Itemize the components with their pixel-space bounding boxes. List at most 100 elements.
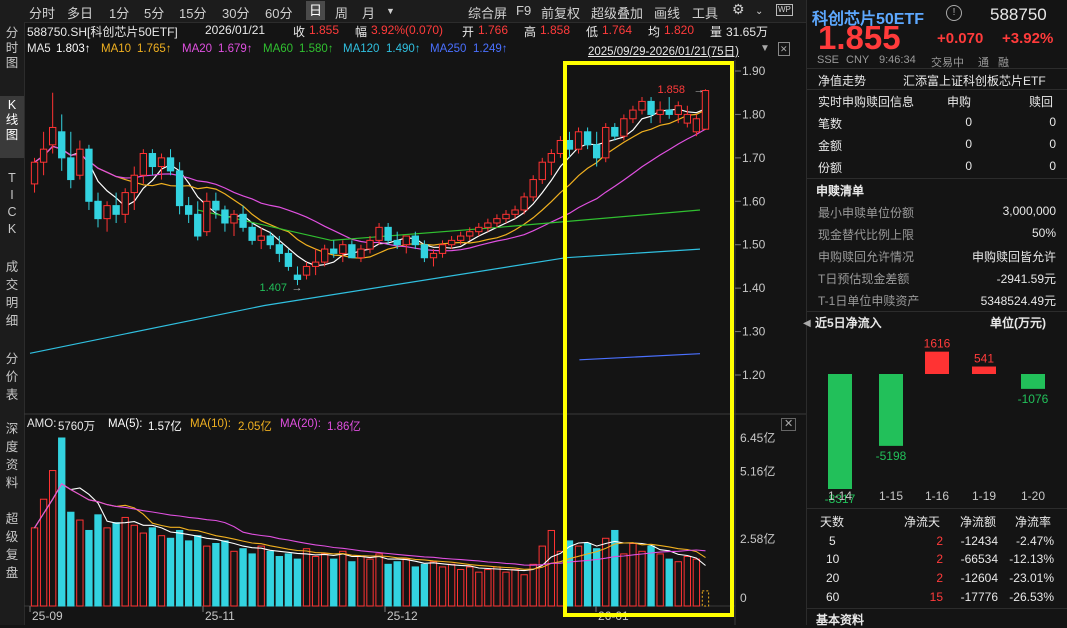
stats-rate: -2.47% — [1015, 534, 1054, 548]
candle-body — [275, 244, 284, 254]
tab-super-review[interactable]: 超级复盘 — [0, 510, 24, 582]
volume-bar — [230, 550, 238, 607]
tab-trade-detail-label: 成交明细 — [5, 260, 19, 328]
volume-bar — [620, 553, 628, 607]
high-value: 1.858 — [540, 23, 571, 37]
btn-super-overlay[interactable]: 超级叠加 — [591, 6, 644, 21]
divider — [807, 508, 1067, 509]
basic-info-title[interactable]: 基本资料 — [816, 613, 865, 627]
stats-days: 5 — [829, 534, 836, 548]
expand-icon[interactable]: ✕ — [778, 42, 790, 56]
period-day[interactable]: 日 — [306, 1, 326, 20]
low-value: 1.764 — [602, 23, 633, 37]
netflow-date-label: 1-20 — [1021, 489, 1045, 503]
gear-icon[interactable]: ⚙ — [732, 1, 745, 17]
nav-label[interactable]: 净值走势 — [818, 74, 867, 88]
period-month[interactable]: 月 — [362, 6, 376, 21]
volume-bar — [130, 524, 138, 607]
candle-body — [447, 239, 456, 246]
meta-connect: 通 — [978, 57, 989, 69]
period-week[interactable]: 周 — [335, 6, 349, 21]
tab-intraday[interactable]: 分时图 — [0, 26, 24, 71]
candle-body — [574, 131, 583, 150]
tab-price-table[interactable]: 分价表 — [0, 350, 24, 404]
stats-flowdays: 2 — [936, 534, 943, 548]
period-30min[interactable]: 30分 — [222, 6, 250, 21]
ma20-value: 1.679↑ — [218, 43, 253, 55]
netflow-bar — [879, 374, 903, 446]
volume-bar — [629, 542, 637, 607]
kline-chart[interactable]: 1.90 1.80 1.70 1.60 1.50 1.40 1.30 1.20 6.45亿 5.… — [0, 0, 806, 625]
ma5-value: 1.803↑ — [56, 43, 91, 55]
btn-adjust[interactable]: 前复权 — [541, 6, 581, 21]
stats-header-rate: 净流率 — [1015, 515, 1052, 529]
volume-tick-label: 6.45亿 — [740, 430, 775, 445]
btn-multi-screen[interactable]: 综合屏 — [468, 6, 508, 21]
tab-tick[interactable]: TICK — [0, 170, 24, 238]
volume-bar — [384, 563, 392, 607]
dropdown-arrow-icon[interactable]: ▼ — [386, 6, 395, 16]
volume-bar — [85, 529, 93, 607]
volume-bar — [48, 470, 57, 607]
candle-body — [48, 126, 57, 146]
stats-rate: -12.13% — [1009, 552, 1054, 566]
volume-bar — [592, 548, 601, 607]
btn-tools[interactable]: 工具 — [692, 6, 719, 21]
volume-bar — [529, 563, 537, 607]
volume-bar — [583, 542, 592, 607]
volume-bar — [112, 522, 120, 607]
amo-label: AMO: — [27, 418, 57, 430]
candlesticks — [30, 89, 710, 286]
tab-kline[interactable]: K线图 — [0, 96, 24, 158]
volume-bar — [339, 550, 347, 607]
wp-badge-icon[interactable]: WP — [776, 4, 793, 16]
candle-body — [39, 148, 48, 163]
btn-draw[interactable]: 画线 — [654, 6, 681, 21]
period-5min[interactable]: 5分 — [144, 6, 165, 21]
date-range[interactable]: 2025/09/29-2026/01/21(75日) — [588, 46, 739, 58]
volume-bar — [221, 540, 229, 607]
meta-status: 交易中 — [931, 57, 964, 69]
period-15min[interactable]: 15分 — [179, 6, 207, 21]
volume-tick-label: 5.16亿 — [740, 464, 775, 479]
price-tick-label: 1.70 — [742, 151, 766, 165]
candle-body — [375, 226, 383, 241]
high-label: 高 — [524, 25, 537, 39]
period-1min[interactable]: 1分 — [109, 6, 130, 21]
close-panel-icon[interactable]: ✕ — [781, 418, 797, 431]
candle-body — [665, 109, 673, 115]
volume-bar — [194, 535, 202, 607]
candle-body — [221, 209, 229, 224]
candle-body — [547, 153, 556, 163]
fund-title[interactable]: 科创芯片50ETF — [812, 11, 925, 28]
collapse-icon[interactable]: ◀ — [803, 318, 811, 329]
ma60-value: 1.580↑ — [299, 43, 334, 55]
period-multiday[interactable]: 多日 — [67, 6, 94, 21]
period-intraday[interactable]: 分时 — [29, 6, 56, 21]
amo-ma10-line — [34, 483, 706, 570]
netflow-date-label: 1-19 — [972, 489, 996, 503]
amo-ma5-label: MA(5): — [108, 418, 143, 430]
btn-f9[interactable]: F9 — [516, 3, 532, 18]
volume-bar — [357, 556, 365, 607]
candle-body — [475, 226, 483, 233]
volume-bar — [565, 540, 574, 607]
collapse-triangle-icon[interactable]: ▼ — [760, 43, 770, 54]
ma250-value: 1.249↑ — [473, 43, 508, 55]
last-price: 1.855 — [818, 19, 901, 56]
candle-body — [611, 126, 619, 137]
divider — [807, 608, 1067, 609]
tab-depth[interactable]: 深度资料 — [0, 420, 24, 492]
price-grid: 1.90 1.80 1.70 1.60 1.50 1.40 1.30 1.20 — [735, 64, 766, 382]
stats-rate: -26.53% — [1009, 590, 1054, 604]
tab-trade-detail[interactable]: 成交明细 — [0, 258, 24, 330]
fund-code: 588750 — [990, 5, 1047, 24]
list-row-label: T-1日单位申赎资产 — [818, 294, 920, 308]
candle-body — [311, 261, 320, 267]
chevron-down-icon[interactable]: ⌄ — [755, 6, 764, 17]
period-60min[interactable]: 60分 — [265, 6, 293, 21]
info-circle-icon[interactable]: ! — [946, 5, 962, 21]
ma10-value: 1.765↑ — [137, 43, 172, 55]
volume-bar — [456, 569, 465, 607]
stats-amount: -12604 — [960, 571, 998, 585]
